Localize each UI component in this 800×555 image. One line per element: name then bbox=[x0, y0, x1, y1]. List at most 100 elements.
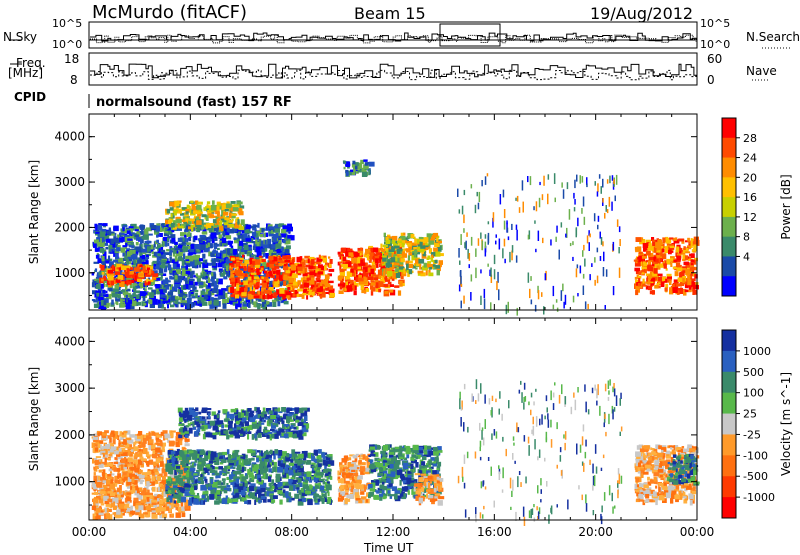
range-time-cell bbox=[176, 219, 182, 223]
range-time-cell bbox=[600, 256, 602, 261]
range-time-cell bbox=[147, 246, 151, 252]
range-time-cell bbox=[247, 252, 252, 255]
range-time-cell bbox=[169, 257, 172, 263]
range-time-cell bbox=[641, 237, 643, 240]
range-time-cell bbox=[152, 251, 154, 254]
range-time-cell bbox=[171, 223, 175, 228]
range-time-cell bbox=[613, 286, 615, 295]
range-time-cell bbox=[151, 432, 155, 436]
range-time-cell bbox=[178, 209, 182, 214]
range-time-cell bbox=[155, 448, 161, 453]
range-time-cell bbox=[218, 279, 223, 285]
range-time-cell bbox=[138, 495, 142, 500]
range-time-cell bbox=[144, 229, 148, 235]
range-time-cell bbox=[637, 246, 642, 252]
range-time-cell bbox=[355, 277, 358, 281]
range-time-cell bbox=[195, 282, 198, 286]
range-time-cell bbox=[385, 279, 390, 282]
range-time-cell bbox=[111, 280, 115, 286]
range-time-cell bbox=[691, 263, 693, 265]
range-time-cell bbox=[253, 301, 256, 307]
range-time-cell bbox=[397, 249, 401, 254]
range-time-cell bbox=[214, 300, 219, 306]
range-time-cell bbox=[168, 265, 171, 271]
range-time-cell bbox=[176, 442, 180, 447]
range-time-cell bbox=[142, 266, 145, 271]
range-time-cell bbox=[388, 252, 391, 256]
range-time-cell bbox=[156, 226, 160, 232]
range-time-cell bbox=[242, 255, 245, 258]
range-time-cell bbox=[96, 508, 101, 512]
range-time-cell bbox=[96, 293, 99, 297]
range-time-cell bbox=[371, 282, 376, 285]
range-time-cell bbox=[117, 488, 120, 493]
range-time-cell bbox=[576, 175, 578, 182]
range-time-cell bbox=[597, 276, 599, 284]
range-time-cell bbox=[581, 208, 583, 214]
range-time-cell bbox=[603, 252, 605, 262]
range-time-cell bbox=[143, 270, 148, 273]
range-time-cell bbox=[316, 278, 321, 280]
range-time-cell bbox=[170, 207, 174, 211]
range-time-cell bbox=[168, 231, 171, 235]
range-time-cell bbox=[168, 291, 173, 295]
range-time-cell bbox=[642, 267, 647, 269]
range-time-cell bbox=[693, 248, 697, 251]
range-time-cell bbox=[108, 256, 110, 261]
range-time-cell bbox=[276, 270, 280, 276]
y-tick-label: 1000 bbox=[54, 266, 85, 280]
range-time-cell bbox=[246, 225, 251, 230]
range-time-cell bbox=[343, 257, 347, 262]
range-time-cell bbox=[286, 295, 289, 298]
range-time-cell bbox=[162, 476, 166, 480]
range-time-cell bbox=[160, 442, 163, 447]
range-time-cell bbox=[517, 196, 519, 202]
range-time-cell bbox=[158, 273, 164, 275]
range-time-cell bbox=[643, 279, 645, 284]
range-time-cell bbox=[277, 249, 281, 253]
range-time-cell bbox=[133, 292, 136, 297]
range-time-cell bbox=[217, 219, 220, 225]
range-time-cell bbox=[154, 244, 156, 247]
range-time-cell bbox=[273, 237, 277, 242]
range-time-cell bbox=[589, 242, 591, 251]
range-time-cell bbox=[94, 240, 99, 244]
range-time-cell bbox=[428, 273, 433, 277]
range-time-cell bbox=[559, 250, 561, 260]
range-time-cell bbox=[230, 271, 233, 274]
range-time-cell bbox=[636, 237, 642, 242]
range-time-cell bbox=[319, 255, 321, 259]
range-time-cell bbox=[662, 248, 664, 252]
range-time-cell bbox=[263, 253, 265, 257]
range-time-cell bbox=[339, 262, 342, 264]
range-time-cell bbox=[478, 203, 480, 210]
range-time-cell bbox=[340, 286, 343, 290]
range-time-cell bbox=[211, 272, 213, 276]
range-time-cell bbox=[222, 238, 226, 243]
range-time-cell bbox=[175, 256, 178, 262]
range-time-cell bbox=[409, 261, 413, 264]
range-time-cell bbox=[196, 273, 198, 277]
range-time-cell bbox=[355, 166, 358, 170]
range-time-cell bbox=[186, 218, 189, 221]
range-time-cell bbox=[121, 266, 126, 270]
range-time-cell bbox=[282, 294, 286, 299]
range-time-cell bbox=[231, 201, 236, 204]
range-time-cell bbox=[655, 259, 658, 263]
range-time-cell bbox=[160, 228, 163, 233]
range-time-cell bbox=[130, 475, 132, 479]
range-time-cell bbox=[464, 190, 466, 195]
range-time-cell bbox=[257, 303, 260, 309]
range-time-cell bbox=[503, 190, 505, 198]
range-time-cell bbox=[433, 248, 438, 252]
range-time-cell bbox=[387, 271, 390, 277]
range-time-cell bbox=[574, 199, 576, 205]
range-time-cell bbox=[496, 234, 498, 237]
range-time-cell bbox=[485, 176, 487, 185]
range-time-cell bbox=[156, 508, 161, 513]
range-time-cell bbox=[139, 442, 141, 445]
range-time-cell bbox=[94, 492, 98, 495]
range-time-cell bbox=[363, 280, 367, 284]
range-time-cell bbox=[241, 292, 246, 296]
range-time-cell bbox=[561, 222, 563, 227]
